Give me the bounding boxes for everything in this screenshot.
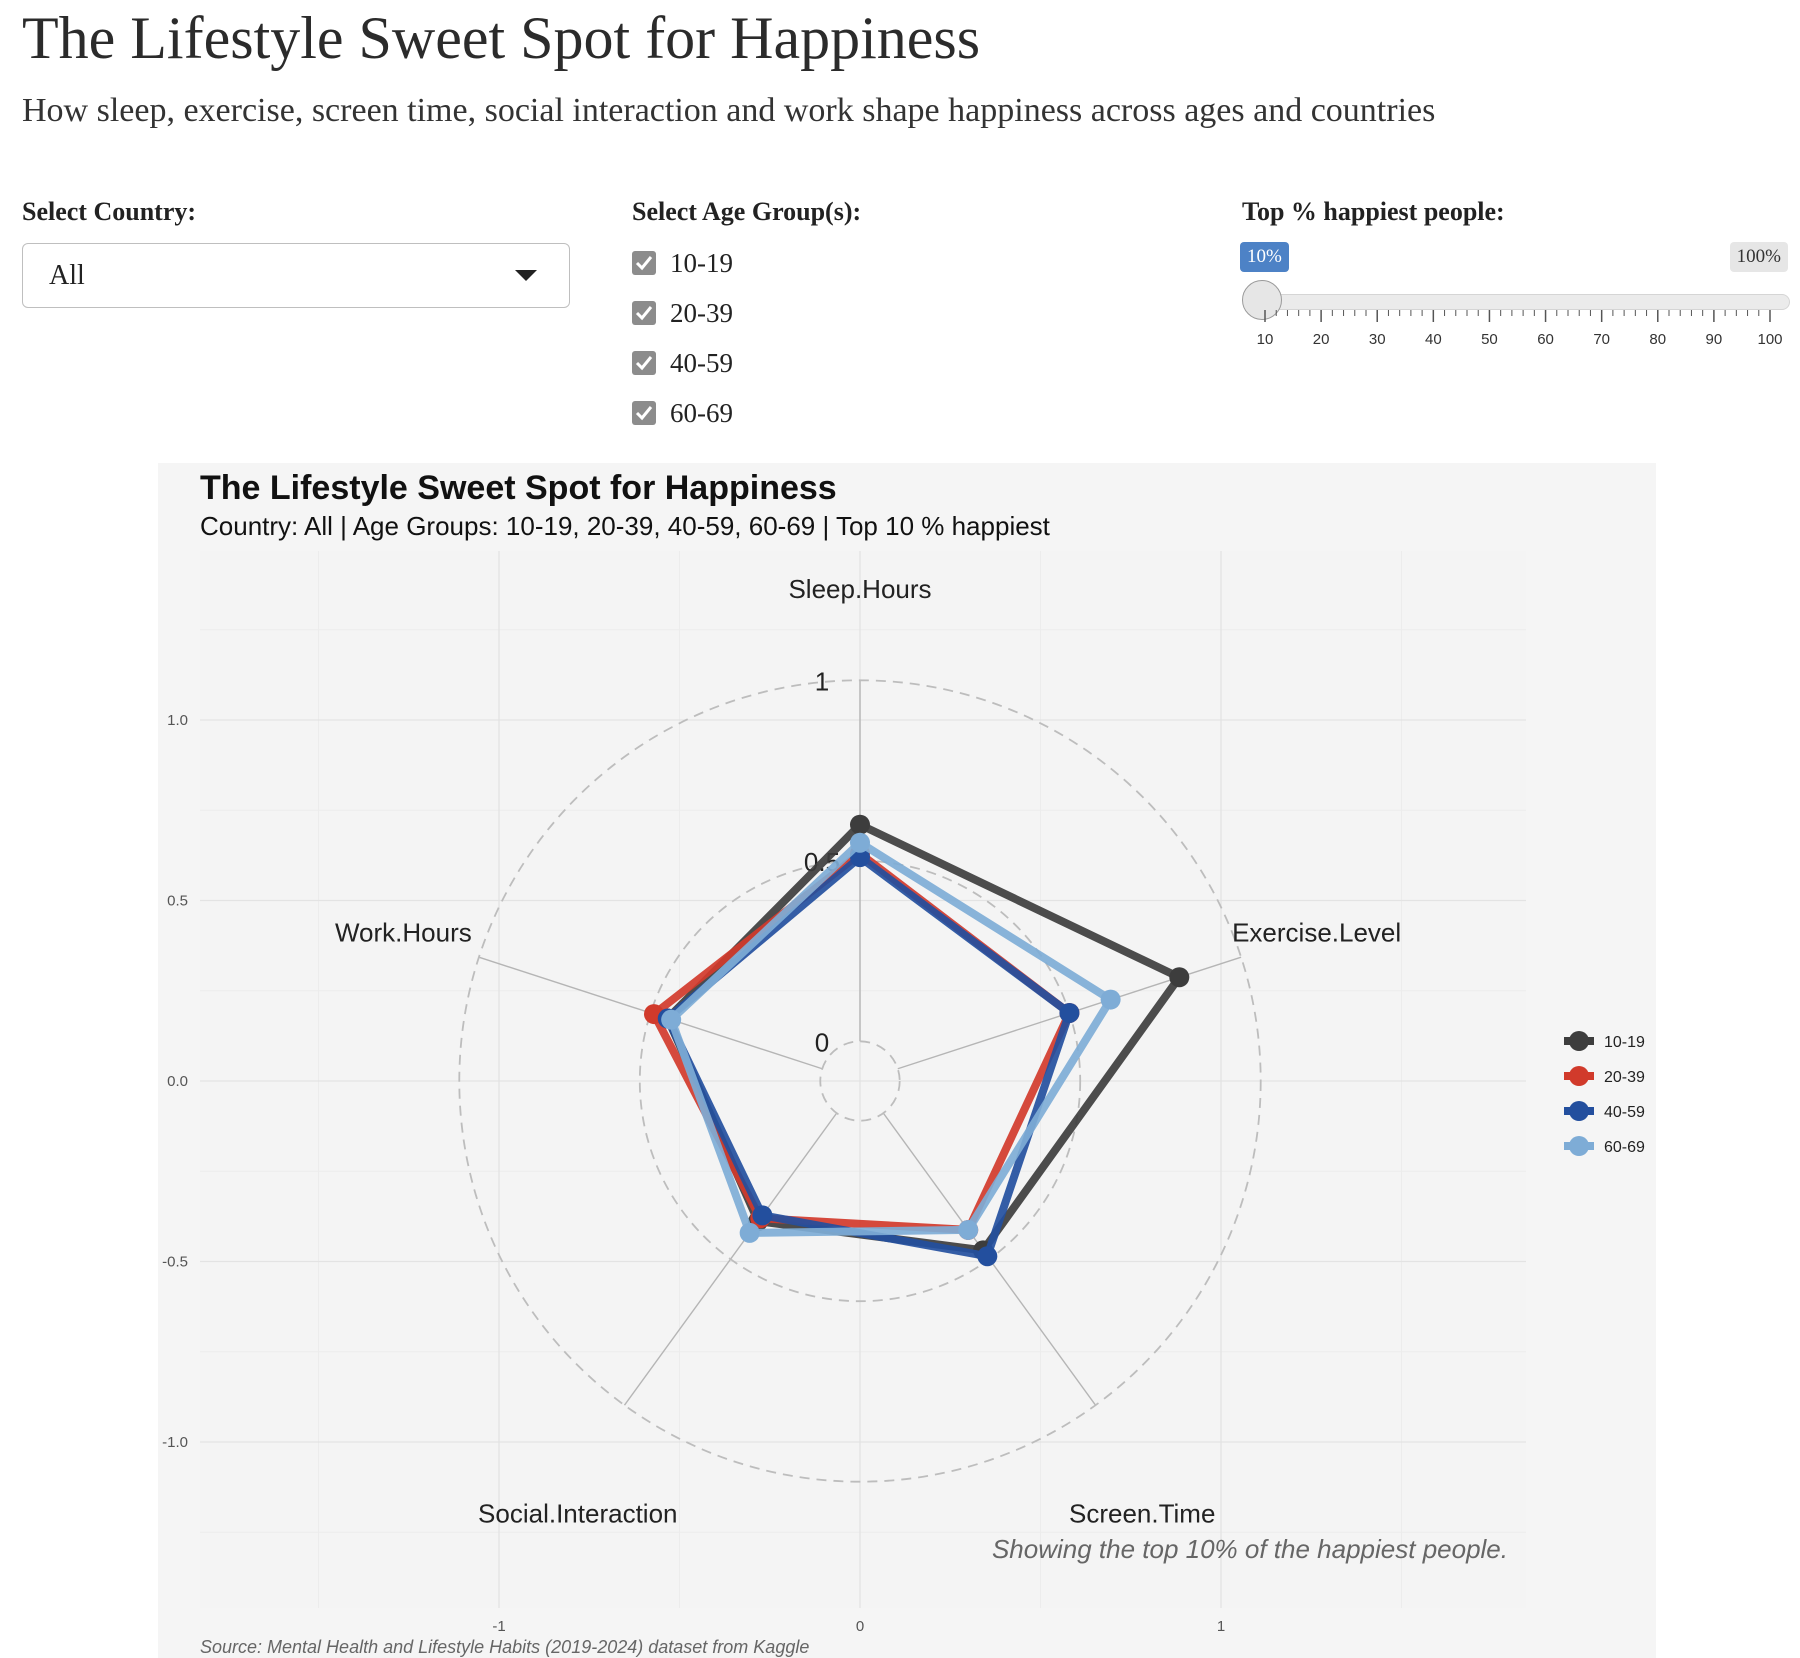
y-tick-label: 0.5 [167,893,188,910]
chart-title: The Lifestyle Sweet Spot for Happiness [200,469,837,507]
legend-swatch-point [1569,1066,1589,1086]
legend-label: 60-69 [1604,1139,1645,1156]
series-line-60-69 [667,838,1115,1237]
data-point-10-19 [1169,967,1190,988]
axis-label: Work.Hours [335,918,472,948]
slider-tick-label: 60 [1537,331,1554,348]
age-group-checkbox-10-19[interactable]: 10-19 [632,246,733,280]
chart-subtitle: Country: All | Age Groups: 10-19, 20-39,… [200,511,1050,541]
chart-panel: The Lifestyle Sweet Spot for Happiness C… [158,463,1656,1658]
slider-max-badge: 100% [1729,242,1788,272]
slider-tick-label: 30 [1369,331,1386,348]
legend-swatch-point [1569,1136,1589,1156]
top-percent-slider[interactable]: 10% 100% 10 20 30 40 50 60 70 80 90 100 [1240,238,1792,358]
legend-label: 10-19 [1604,1034,1645,1051]
country-select[interactable]: All [22,243,570,308]
top-percent-label: Top % happiest people: [1242,197,1505,226]
axis-label: Sleep.Hours [788,574,931,604]
axis-label: Exercise.Level [1232,918,1401,948]
legend-swatch-point [1569,1031,1589,1051]
age-group-checkbox-20-39[interactable]: 20-39 [632,296,733,330]
page-title: The Lifestyle Sweet Spot for Happiness [22,5,981,71]
legend-label: 40-59 [1604,1104,1645,1121]
y-tick-label: 1.0 [167,712,188,729]
age-group-option-label: 40-59 [670,347,733,378]
radar-ring [819,1040,901,1122]
age-group-checkbox-40-59[interactable]: 40-59 [632,346,733,380]
x-tick-label: 1 [1217,1618,1225,1635]
slider-tick-label: 80 [1649,331,1666,348]
checkbox-checked-icon[interactable] [632,401,656,425]
age-group-checkbox-60-69[interactable]: 60-69 [632,396,733,430]
slider-value-badge: 10% [1240,242,1289,272]
data-point-60-69 [850,832,870,853]
slider-tick-label: 20 [1313,331,1330,348]
slider-tick-label: 10 [1257,331,1274,348]
chevron-down-icon [515,270,537,281]
country-select-value: All [49,260,85,291]
chart-source: Source: Mental Health and Lifestyle Habi… [200,1637,810,1657]
checkbox-checked-icon[interactable] [632,301,656,325]
data-point-40-59 [1059,1002,1080,1023]
slider-handle[interactable] [1242,280,1282,320]
chart-note: Showing the top 10% of the happiest peop… [991,1534,1508,1564]
legend-label: 20-39 [1604,1069,1645,1086]
data-point-60-69 [1100,989,1121,1010]
data-point-40-59 [752,1205,773,1226]
radar-ring [458,679,1262,1483]
data-point-60-69 [661,1009,682,1030]
axis-label: Screen.Time [1069,1498,1215,1528]
checkbox-checked-icon[interactable] [632,351,656,375]
slider-tick-label: 90 [1706,331,1723,348]
y-tick-label: -1.0 [162,1434,188,1451]
data-point-40-59 [977,1246,998,1267]
y-tick-label: -0.5 [162,1254,188,1271]
country-select-label: Select Country: [22,197,197,226]
slider-tick-label: 50 [1481,331,1498,348]
radial-label: 1 [815,666,829,696]
x-tick-label: 0 [856,1618,864,1635]
age-group-option-label: 10-19 [670,247,733,278]
data-point-10-19 [850,814,870,835]
axis-label: Social.Interaction [478,1498,677,1528]
radar-chart: 1.00.50.0-0.5-1.0-1 0 100.51Sleep.HoursExe… [162,551,1645,1635]
slider-tick-label: 70 [1593,331,1610,348]
slider-tick-label: 100 [1757,331,1782,348]
page-subtitle: How sleep, exercise, screen time, social… [22,92,1436,129]
slider-tick-scale: 10 20 30 40 50 60 70 80 90 100 [1257,310,1783,348]
age-group-option-label: 20-39 [670,297,733,328]
radial-label: 0 [815,1027,829,1057]
plot-background [200,551,1526,1608]
age-group-option-label: 60-69 [670,397,733,428]
age-group-label: Select Age Group(s): [632,197,862,226]
y-tick-label: 0.0 [167,1073,188,1090]
legend-swatch-point [1569,1101,1589,1121]
data-point-60-69 [739,1222,760,1243]
slider-tick-label: 40 [1425,331,1442,348]
data-point-60-69 [958,1219,979,1240]
checkbox-checked-icon[interactable] [632,251,656,275]
x-tick-label: -1 [492,1618,505,1635]
